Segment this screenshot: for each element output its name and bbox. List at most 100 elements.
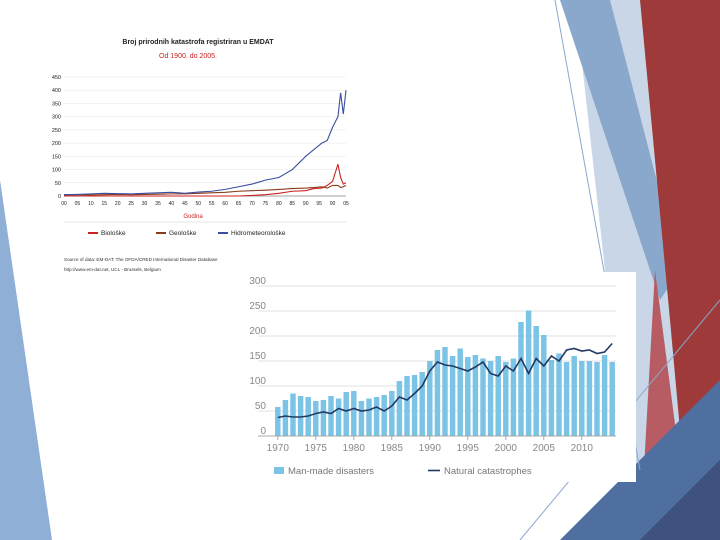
chart2-x-tick-label: 1985 [381, 443, 404, 454]
chart2-x-tick-label: 1995 [457, 443, 480, 454]
chart2-legend-swatch [274, 467, 284, 474]
chart1-y-tick-label: 450 [52, 75, 61, 81]
chart1-subtitle: Od 1900. do 2005. [159, 53, 217, 60]
chart1-x-tick-label: 00 [61, 201, 67, 207]
chart2-line [277, 342, 613, 419]
chart2-bar [434, 350, 441, 436]
chart1-x-tick-label: 10 [88, 201, 94, 207]
chart1-x-tick-label: 90 [303, 201, 309, 207]
chart2-bar [556, 353, 562, 436]
deco-left-blue-triangle [0, 180, 52, 540]
chart1-legend-label: Hidrometeorološke [231, 230, 286, 237]
chart1-series-geolo-ke [63, 184, 347, 196]
chart1-legend-label: Geološke [169, 230, 197, 237]
chart2-bar [442, 347, 448, 436]
chart1-x-tick-label: 20 [115, 201, 121, 207]
chart2-bar [411, 375, 418, 436]
chart1-y-tick-label: 250 [52, 128, 61, 134]
chart1-grid [64, 76, 346, 197]
chart2-bar [275, 407, 281, 436]
chart1-source-line-1: Source of data: EM-DAT: The OFDA/CRED In… [64, 257, 218, 262]
chart1-x-tick-label: 80 [276, 201, 282, 207]
chart2-legend-label: Natural catastrophes [444, 466, 532, 477]
chart2-bar [495, 356, 501, 436]
chart2-bar [518, 322, 524, 436]
chart2-bar [366, 398, 372, 436]
chart1-y-tick-label: 100 [52, 168, 61, 174]
chart2-bar [563, 362, 570, 436]
chart1-series-lines [63, 90, 347, 197]
chart1-series-biolo-ke [64, 164, 347, 197]
chart1-x-tick-label: 05 [343, 201, 349, 207]
chart2-x-axis: 1970 1975 1980 1985 1990 1995 2000 2005 2010 [258, 435, 616, 454]
chart2-bar [541, 335, 547, 436]
chart2-bar [297, 396, 304, 436]
chart2-bar [320, 400, 327, 436]
deco-bottom-dark-triangle [640, 460, 720, 540]
chart1-x-tick-label: 50 [196, 201, 202, 207]
chart2-bar [358, 401, 365, 436]
chart2-bar [594, 362, 600, 436]
chart1-x-tick-label: 30 [142, 201, 148, 207]
chart1-x-tick-label: 05 [75, 201, 81, 207]
chart2-bar [472, 355, 479, 436]
chart2-bar [601, 355, 608, 436]
chart2-bar [373, 397, 380, 436]
chart1-xlabel: Godina [183, 214, 203, 220]
chart1-y-axis: 0 50 100 150 200 250 300 350 400 450 [52, 75, 61, 200]
chart2-x-tick-label: 1975 [305, 443, 328, 454]
chart1-legend-label: Biološke [101, 230, 126, 237]
chart2-bar [313, 401, 319, 436]
chart1-x-tick-label: 75 [263, 201, 269, 207]
chart2-bar [465, 357, 471, 436]
chart2-bar [503, 362, 509, 436]
chart2-x-tick-label: 2000 [495, 443, 518, 454]
chart2-bar [328, 396, 334, 436]
chart2-bar [609, 362, 615, 436]
chart1-y-tick-label: 0 [58, 194, 61, 200]
chart1-x-tick-label: 35 [155, 201, 161, 207]
chart2-y-tick-label: 0 [260, 426, 266, 437]
chart2-x-tick-label: 2005 [533, 443, 556, 454]
chart2-bar [290, 393, 296, 436]
chart2-bar [389, 391, 395, 436]
chart2-bar [548, 360, 555, 436]
chart2-x-tick-label: 1990 [419, 443, 442, 454]
chart2-y-tick-label: 300 [249, 276, 266, 287]
chart2-y-tick-label: 250 [249, 301, 266, 312]
chart1-x-tick-label: 85 [290, 201, 296, 207]
chart1-x-axis: 00 05 10 15 20 25 30 35 40 45 50 55 60 65 70 75 80 85 90 95… [61, 195, 349, 207]
chart2-bar [427, 361, 433, 436]
chart2-bar [343, 392, 349, 436]
emdat-line-chart: Broj prirodnih katastrofa registriran u … [48, 30, 356, 278]
chart2-bar [404, 376, 410, 436]
chart1-y-tick-label: 350 [52, 101, 61, 107]
chart1-y-tick-label: 400 [52, 88, 61, 94]
chart1-x-tick-label: 45 [182, 201, 188, 207]
chart2-bars [275, 310, 615, 436]
chart2-bar [487, 361, 494, 436]
chart1-source-line-2: http://www.em-dat.net, UCL - Brussels, B… [64, 267, 161, 272]
deco-right-mid-blue-triangle [560, 0, 680, 300]
chart1-x-tick-label: 55 [209, 201, 215, 207]
chart2-bar [351, 391, 357, 436]
chart2-x-tick-label: 1970 [267, 443, 290, 454]
emdat-line-chart-svg: Broj prirodnih katastrofa registriran u … [52, 39, 349, 272]
chart1-y-tick-label: 50 [55, 181, 61, 187]
chart1-y-tick-label: 150 [52, 154, 61, 160]
chart2-bar [579, 361, 585, 436]
chart1-legend: Biološke Geološke Hidrometeorološke [64, 221, 346, 237]
chart2-y-tick-label: 200 [249, 326, 266, 337]
chart2-y-tick-label: 100 [249, 376, 266, 387]
chart2-bar [533, 326, 539, 436]
chart2-bar [586, 361, 593, 436]
chart1-x-tick-label: 25 [128, 201, 134, 207]
chart1-series-hidrometeorolo-ke [63, 90, 347, 196]
chart2-bar [282, 400, 289, 436]
chart1-x-tick-label: 70 [249, 201, 255, 207]
chart2-legend-label: Man-made disasters [288, 466, 374, 477]
chart2-x-tick-label: 1980 [343, 443, 366, 454]
chart2-bar [571, 356, 577, 436]
